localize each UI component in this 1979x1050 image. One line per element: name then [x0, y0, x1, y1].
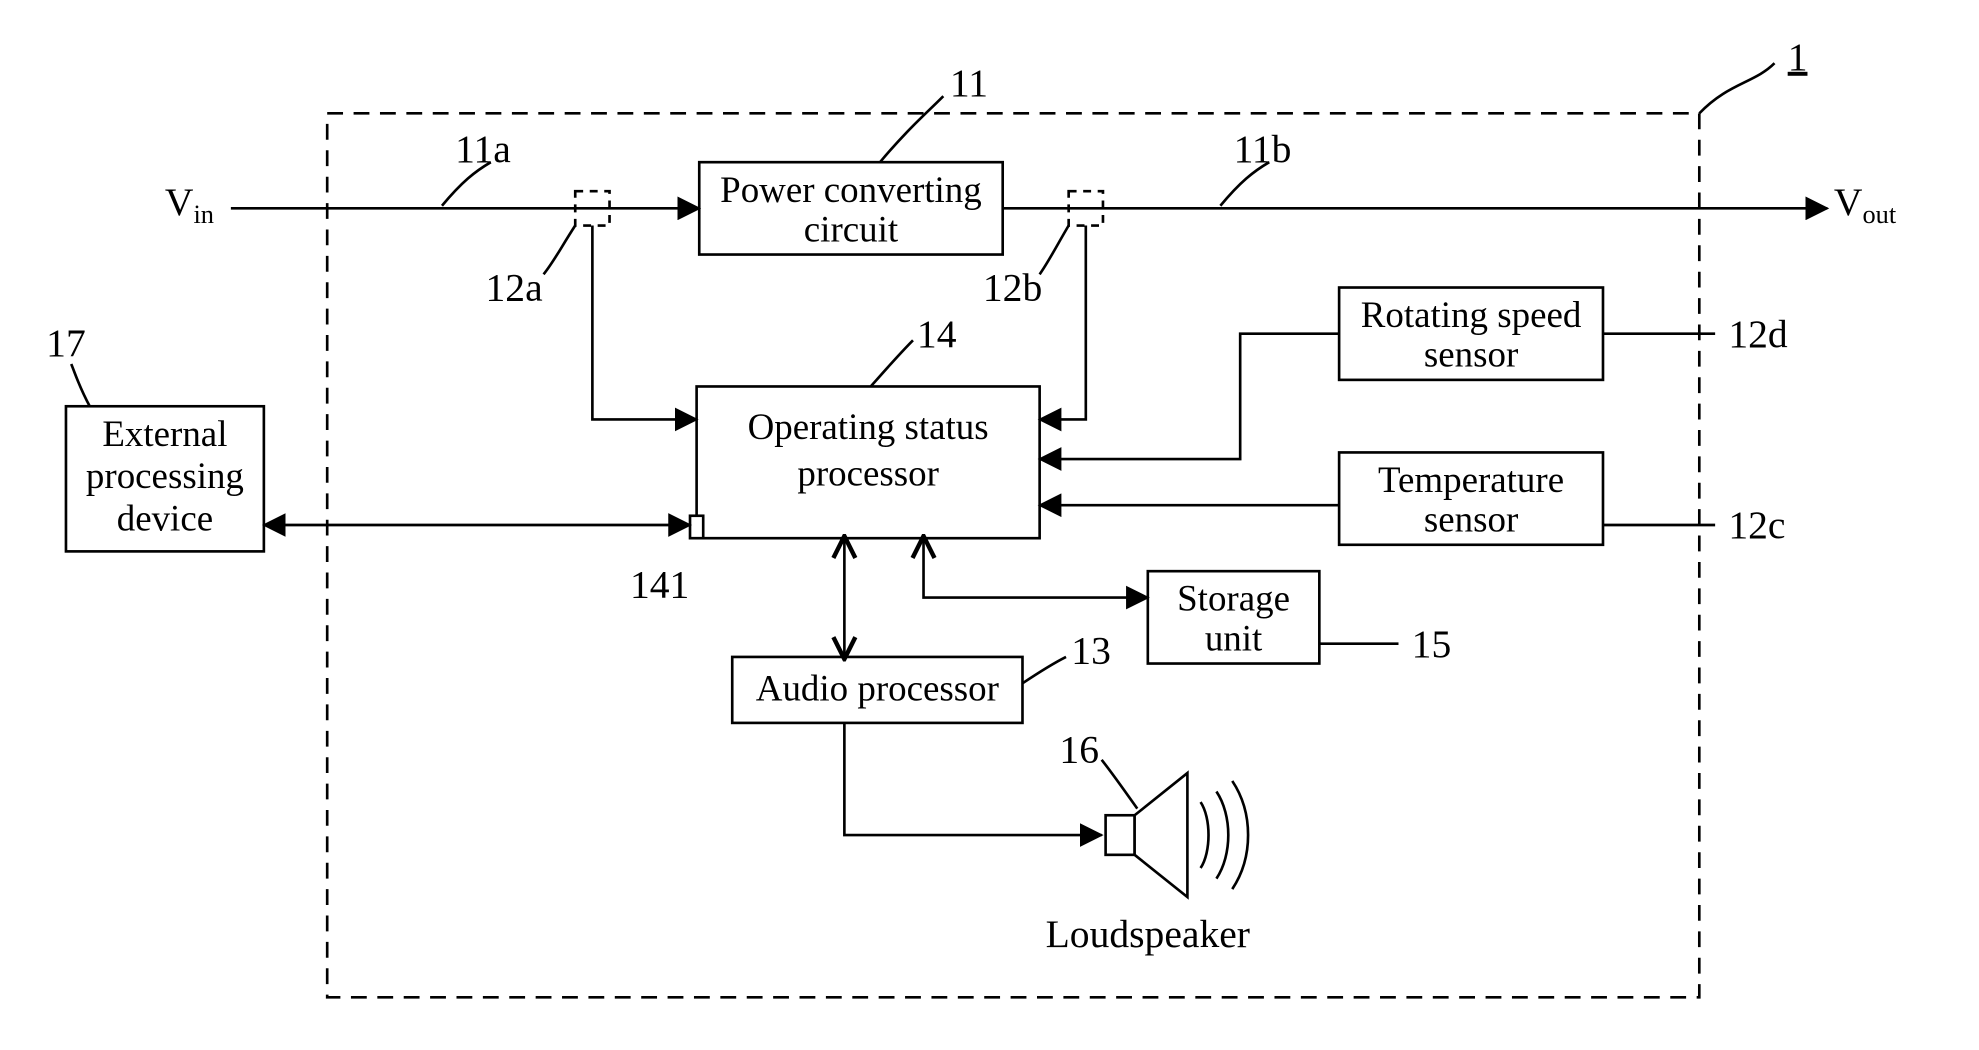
block-rot-line2: sensor	[1424, 334, 1518, 375]
ref-141: 141	[630, 563, 689, 607]
ref-12a: 12a	[486, 266, 544, 310]
ref-15: 15	[1412, 622, 1452, 666]
block-osp-line2: processor	[797, 452, 939, 493]
ref-17: 17	[46, 321, 86, 365]
loudspeaker-icon	[1106, 773, 1248, 897]
diagram-canvas: 1 Vin Vout Power converting circuit 11 1…	[0, 0, 1979, 1050]
ref-11a: 11a	[455, 127, 511, 171]
block-temp-line1: Temperature	[1378, 459, 1564, 500]
block-ext-line1: External	[102, 413, 227, 454]
line-12a-osp	[592, 226, 696, 420]
ref-12d: 12d	[1728, 312, 1788, 356]
block-storage-line2: unit	[1205, 617, 1263, 658]
ref-12c: 12c	[1728, 503, 1785, 547]
port-141	[690, 516, 703, 538]
ref-11: 11	[950, 61, 988, 105]
block-rot-line1: Rotating speed	[1361, 294, 1582, 335]
ref-14: 14	[917, 312, 957, 356]
block-osp-line1: Operating status	[748, 406, 989, 447]
block-ext-line2: processing	[86, 455, 244, 496]
block-temp-line2: sensor	[1424, 499, 1518, 540]
vout-label: Vout	[1834, 180, 1897, 229]
block-ext-line3: device	[117, 497, 213, 538]
block-storage-line1: Storage	[1177, 578, 1290, 619]
line-osp-storage	[924, 538, 1148, 597]
ref-12b: 12b	[983, 266, 1042, 310]
svg-text:Vin: Vin	[165, 180, 214, 229]
label-loudspeaker: Loudspeaker	[1046, 912, 1250, 956]
block-power-line2: circuit	[804, 208, 899, 249]
line-12b-osp	[1040, 226, 1086, 420]
ref-1: 1	[1788, 35, 1808, 79]
ref-13: 13	[1071, 629, 1111, 673]
block-audio-line1: Audio processor	[756, 667, 999, 708]
block-power-line1: Power converting	[720, 169, 982, 210]
ref-16: 16	[1059, 727, 1099, 771]
ref-11b: 11b	[1234, 127, 1292, 171]
enclosure-1	[327, 113, 1699, 997]
vin-label: Vin	[165, 180, 214, 229]
svg-text:Vout: Vout	[1834, 180, 1897, 229]
